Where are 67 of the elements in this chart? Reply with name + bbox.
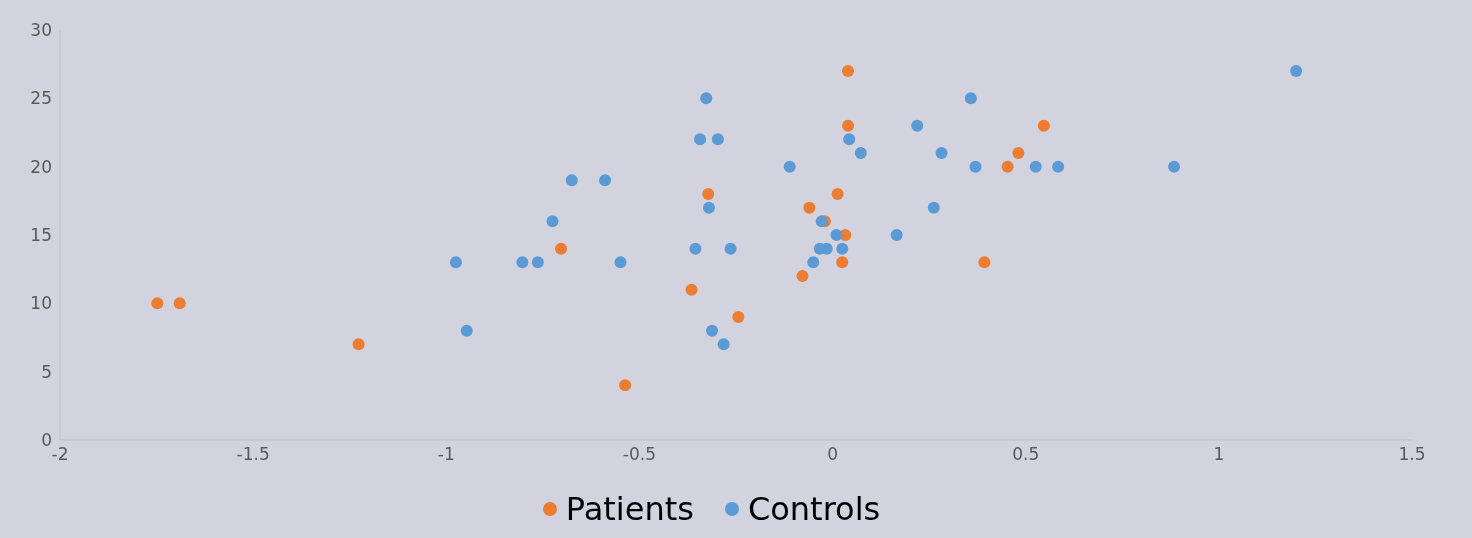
point (702, 201, 715, 214)
y-tick-label: 30 (30, 20, 52, 41)
x-tick-label: 1 (1213, 444, 1225, 465)
legend-label: Patients (565, 490, 694, 528)
point (836, 256, 849, 269)
y-tick-label: 0 (41, 430, 52, 451)
point (969, 160, 982, 173)
point (890, 229, 903, 241)
point (460, 324, 473, 337)
point (1012, 147, 1025, 159)
point (546, 215, 559, 228)
point (599, 174, 612, 187)
point (711, 133, 724, 146)
point (831, 188, 844, 200)
point (1001, 160, 1014, 173)
x-tick-label: -1.5 (236, 444, 270, 465)
point (978, 256, 991, 269)
point (619, 379, 632, 392)
point (911, 119, 924, 132)
point (724, 242, 737, 255)
point (927, 201, 940, 214)
y-tick-label: 25 (30, 88, 52, 109)
x-tick-label: 0.5 (1012, 444, 1040, 465)
point (964, 92, 977, 105)
point (700, 92, 713, 105)
y-tick-label: 15 (30, 225, 52, 246)
point (531, 256, 544, 269)
point (352, 338, 365, 351)
point (935, 147, 948, 159)
point (449, 256, 462, 269)
point (807, 256, 820, 269)
x-tick-label: 0 (827, 444, 838, 465)
y-tick-label: 5 (41, 361, 52, 382)
point (843, 133, 856, 146)
point (803, 201, 816, 214)
point (694, 133, 707, 146)
point (783, 160, 796, 173)
y-tick-label: 10 (30, 293, 52, 314)
legend-label: Controls (747, 490, 881, 528)
point (565, 174, 578, 187)
point (842, 65, 855, 77)
x-tick-label: -1 (437, 444, 455, 465)
point (689, 242, 702, 255)
point (842, 119, 855, 132)
point (854, 147, 867, 159)
x-tick-label: 1.5 (1398, 444, 1426, 465)
point (173, 297, 186, 310)
point (516, 256, 529, 269)
point (830, 229, 843, 241)
point (1290, 65, 1303, 77)
point (1168, 160, 1181, 173)
point (151, 297, 164, 310)
point (1037, 119, 1050, 132)
point (836, 242, 849, 255)
point (614, 256, 627, 269)
point (702, 188, 715, 200)
x-tick-label: -2 (51, 444, 69, 465)
point (732, 311, 745, 323)
point (555, 242, 568, 255)
point (796, 270, 809, 282)
point (1052, 160, 1065, 173)
point (706, 324, 719, 337)
point (717, 338, 730, 351)
y-tick-label: 20 (30, 156, 52, 177)
point (1029, 160, 1042, 173)
x-tick-label: -0.5 (622, 444, 657, 465)
point (685, 283, 698, 296)
